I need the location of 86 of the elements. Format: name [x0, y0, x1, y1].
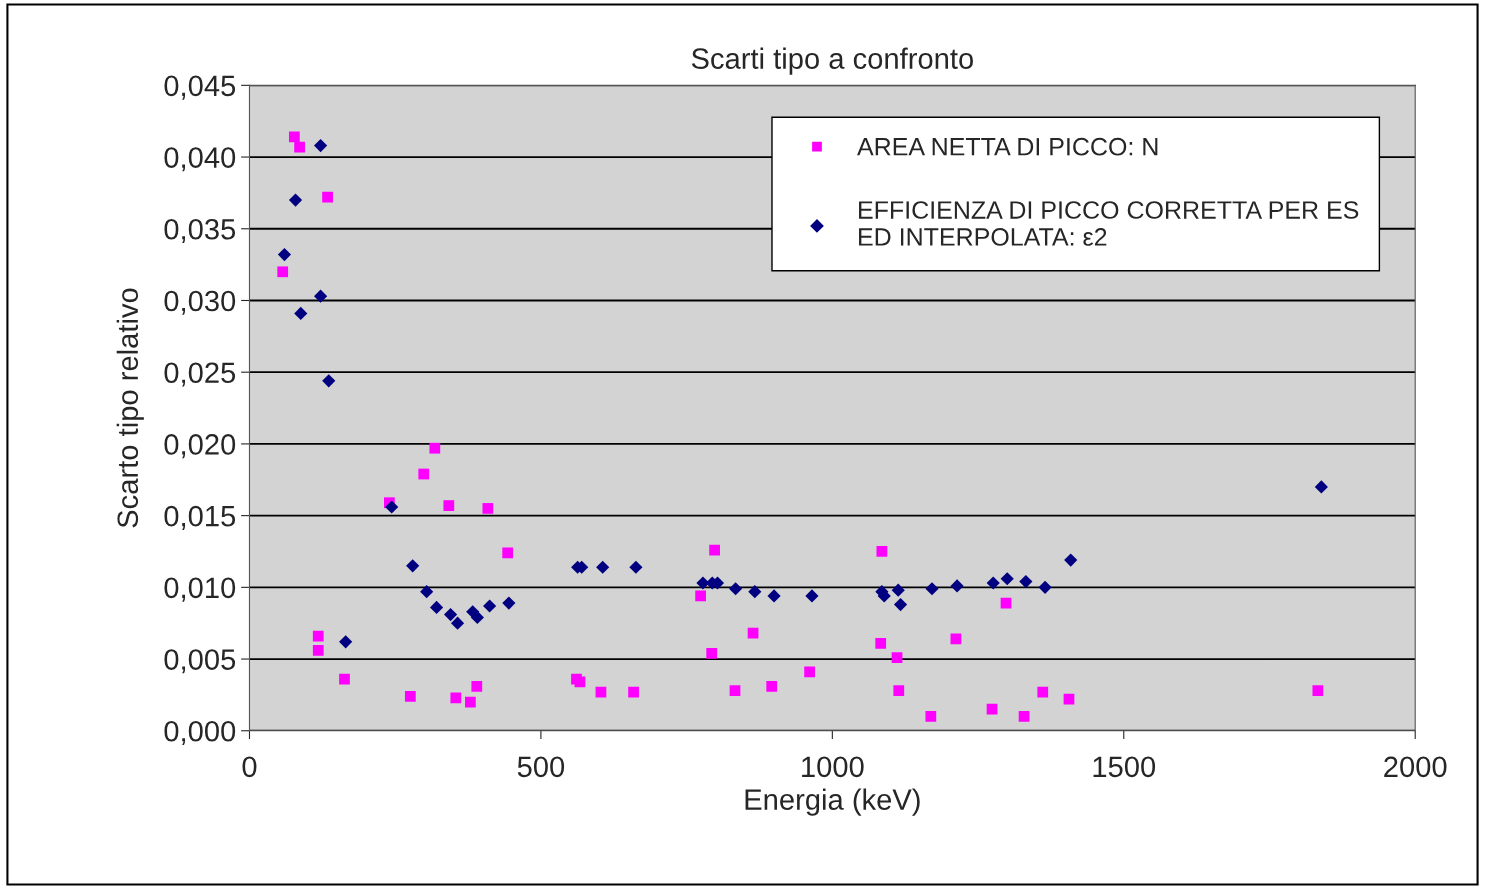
- point: [502, 547, 514, 559]
- point: [483, 599, 497, 613]
- point: [385, 500, 399, 514]
- point: [294, 141, 305, 153]
- point: [312, 645, 324, 656]
- point: [986, 576, 1000, 590]
- point: [288, 193, 303, 207]
- y-tick-label: 0,025: [164, 362, 236, 387]
- y-axis-title: Scarto tipo relativo: [116, 288, 144, 528]
- y-tick-label: 0,045: [164, 75, 236, 100]
- x-tick-label: 2000: [1384, 756, 1447, 778]
- point: [875, 637, 887, 649]
- point: [1000, 572, 1014, 586]
- x-tick-label: 500: [517, 756, 565, 778]
- point: [406, 559, 420, 573]
- point: [443, 500, 455, 511]
- point: [322, 191, 333, 203]
- y-tick-label: 0,005: [164, 649, 236, 674]
- point: [986, 703, 998, 715]
- x-tick-label: 1000: [802, 756, 864, 778]
- point: [729, 685, 741, 696]
- point: [339, 635, 353, 649]
- point: [482, 503, 494, 514]
- point: [893, 597, 908, 612]
- x-tick-label: 0: [242, 756, 257, 778]
- point: [450, 616, 465, 630]
- point: [404, 690, 416, 702]
- chart-title: Scarti tipo a confronto: [691, 47, 973, 75]
- y-tick-label: 0,030: [164, 290, 236, 315]
- point: [804, 666, 815, 678]
- y-tick-label: 0,000: [164, 720, 236, 746]
- point: [628, 686, 639, 698]
- point: [418, 468, 430, 480]
- y-tick-label: 0,040: [164, 147, 236, 172]
- point: [502, 596, 516, 610]
- point: [893, 685, 905, 696]
- point: [1018, 711, 1030, 722]
- point: [629, 560, 643, 574]
- point: [706, 647, 718, 659]
- point: [891, 583, 905, 597]
- point: [470, 610, 484, 625]
- point: [314, 139, 328, 153]
- point: [1063, 693, 1075, 705]
- point: [748, 585, 762, 599]
- point: [876, 546, 888, 557]
- point: [709, 544, 720, 556]
- point: [891, 652, 903, 663]
- point: [925, 711, 937, 722]
- point: [747, 627, 759, 639]
- y-tick-label: 0,035: [164, 218, 236, 244]
- point: [288, 131, 300, 143]
- legend-label: EFFICIENZA DI PICCO CORRETTA PER ES ED INTERPOLATA: ε2: [859, 201, 1359, 246]
- point: [695, 590, 706, 602]
- point: [1038, 580, 1052, 594]
- point: [950, 579, 964, 593]
- point: [429, 600, 444, 614]
- point: [1019, 575, 1033, 589]
- x-axis-title: Energia (keV): [745, 788, 920, 816]
- point: [729, 582, 743, 596]
- point: [294, 306, 308, 320]
- point: [443, 608, 458, 622]
- point: [471, 680, 483, 692]
- point: [277, 266, 289, 278]
- point: [312, 630, 324, 642]
- point: [766, 680, 778, 692]
- point: [339, 673, 350, 685]
- point: [429, 442, 441, 454]
- point: [1037, 686, 1049, 698]
- y-tick-label: 0,020: [164, 434, 236, 459]
- point: [925, 582, 939, 596]
- point: [1314, 480, 1328, 494]
- point: [465, 696, 476, 708]
- point: [767, 589, 781, 603]
- point: [314, 289, 328, 303]
- point: [1312, 685, 1324, 696]
- point: [450, 692, 462, 704]
- y-tick-label: 0,010: [164, 577, 236, 602]
- x-tick-label: 1500: [1093, 756, 1156, 778]
- y-tick-label: 0,015: [164, 505, 236, 530]
- point: [596, 560, 610, 574]
- point: [420, 585, 434, 599]
- point: [1064, 553, 1078, 567]
- point: [805, 589, 819, 603]
- point: [322, 374, 336, 388]
- legend-label: AREA NETTA DI PICCO: N: [857, 137, 1158, 156]
- point: [277, 248, 292, 262]
